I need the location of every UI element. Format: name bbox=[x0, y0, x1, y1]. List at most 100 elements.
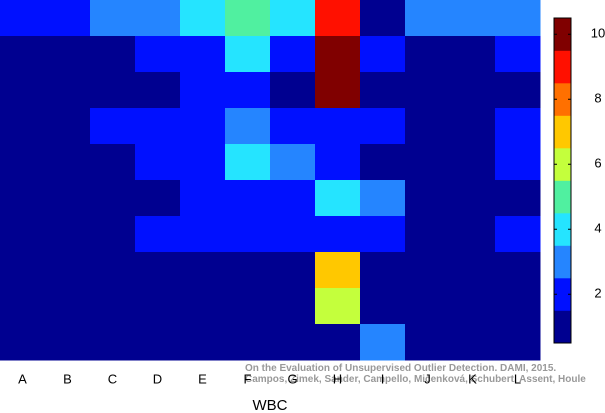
colorbar-segment bbox=[554, 83, 571, 116]
heatmap-cell bbox=[270, 180, 316, 217]
heatmap-cell bbox=[180, 180, 226, 217]
heatmap-cell bbox=[495, 216, 541, 253]
heatmap-cell bbox=[180, 252, 226, 289]
heatmap-cell bbox=[225, 72, 271, 109]
heatmap-cell bbox=[495, 144, 541, 181]
heatmap-cell bbox=[405, 252, 451, 289]
heatmap-cell bbox=[315, 180, 361, 217]
heatmap-cell bbox=[135, 108, 181, 145]
heatmap-cell bbox=[225, 324, 271, 361]
colorbar-segment bbox=[554, 50, 571, 84]
heatmap-cell bbox=[360, 288, 406, 325]
heatmap-cell bbox=[450, 36, 496, 73]
heatmap-cell bbox=[495, 324, 541, 361]
heatmap-cell bbox=[90, 252, 136, 289]
heatmap-cell bbox=[315, 72, 361, 109]
heatmap-cell bbox=[360, 0, 406, 37]
colorbar-segment bbox=[554, 180, 571, 214]
x-tick-label: G bbox=[287, 371, 297, 386]
heatmap-cell bbox=[180, 108, 226, 145]
heatmap-cell bbox=[90, 324, 136, 361]
heatmap-cell bbox=[225, 180, 271, 217]
heatmap-cell bbox=[90, 144, 136, 181]
heatmap-cell bbox=[495, 0, 541, 37]
heatmap-cell bbox=[315, 252, 361, 289]
heatmap-cell bbox=[135, 72, 181, 109]
heatmap-cell bbox=[180, 144, 226, 181]
heatmap-cell bbox=[360, 36, 406, 73]
heatmap-cell bbox=[90, 288, 136, 325]
heatmap-cell bbox=[450, 252, 496, 289]
heatmap-cell bbox=[495, 180, 541, 217]
heatmap-cell bbox=[270, 108, 316, 145]
heatmap-cell bbox=[270, 0, 316, 37]
colorbar-segment bbox=[554, 18, 571, 51]
heatmap-cell bbox=[360, 72, 406, 109]
x-tick-label: A bbox=[18, 371, 27, 386]
heatmap-cell bbox=[360, 216, 406, 253]
heatmap-cell bbox=[495, 252, 541, 289]
heatmap-cell bbox=[270, 216, 316, 253]
x-tick-label: K bbox=[468, 371, 477, 386]
heatmap-cell bbox=[0, 144, 46, 181]
heatmap-cell bbox=[0, 72, 46, 109]
heatmap-cell bbox=[450, 324, 496, 361]
heatmap-cell bbox=[135, 144, 181, 181]
heatmap-cell bbox=[405, 108, 451, 145]
heatmap-cell bbox=[45, 324, 91, 361]
heatmap-cell bbox=[270, 252, 316, 289]
heatmap-cell bbox=[45, 0, 91, 37]
heatmap-cell bbox=[270, 144, 316, 181]
heatmap-cell bbox=[0, 180, 46, 217]
heatmap-cell bbox=[45, 216, 91, 253]
heatmap-cell bbox=[135, 252, 181, 289]
heatmap-cell bbox=[180, 324, 226, 361]
heatmap-cell bbox=[135, 36, 181, 73]
heatmap-cell bbox=[180, 72, 226, 109]
heatmap-cell bbox=[450, 108, 496, 145]
heatmap-cell bbox=[360, 324, 406, 361]
heatmap-cell bbox=[405, 324, 451, 361]
heatmap-cell bbox=[0, 216, 46, 253]
colorbar-tick-label: 10 bbox=[591, 26, 605, 41]
heatmap-cell bbox=[360, 180, 406, 217]
heatmap-cell bbox=[270, 324, 316, 361]
colorbar-segment bbox=[554, 310, 571, 344]
heatmap-cell bbox=[495, 72, 541, 109]
heatmap-cell bbox=[225, 0, 271, 37]
heatmap-cell bbox=[45, 180, 91, 217]
heatmap-cell bbox=[315, 216, 361, 253]
heatmap-cell bbox=[315, 288, 361, 325]
heatmap-cell bbox=[135, 180, 181, 217]
heatmap-cell bbox=[450, 180, 496, 217]
heatmap-cell bbox=[0, 252, 46, 289]
heatmap-cell bbox=[180, 216, 226, 253]
colorbar-segment bbox=[554, 245, 571, 279]
colorbar-tick-label: 6 bbox=[594, 156, 601, 171]
heatmap-cell bbox=[90, 180, 136, 217]
x-tick-label: F bbox=[244, 371, 252, 386]
x-tick-label: I bbox=[381, 371, 385, 386]
heatmap-cell bbox=[405, 72, 451, 109]
heatmap-cell bbox=[180, 288, 226, 325]
x-tick-label: J bbox=[424, 371, 431, 386]
colorbar-tick-label: 4 bbox=[594, 221, 601, 236]
heatmap-cell bbox=[135, 288, 181, 325]
colorbar-segment bbox=[554, 148, 571, 181]
heatmap-cell bbox=[270, 288, 316, 325]
heatmap-cell bbox=[90, 0, 136, 37]
heatmap-cell bbox=[315, 144, 361, 181]
heatmap-cell bbox=[225, 216, 271, 253]
heatmap-cell bbox=[360, 252, 406, 289]
heatmap-cell bbox=[135, 216, 181, 253]
heatmap-cell bbox=[405, 144, 451, 181]
annotation: Campos, Zimek, Sander, Campello, Micenko… bbox=[245, 374, 586, 385]
heatmap-cell bbox=[45, 108, 91, 145]
x-tick-label: H bbox=[333, 371, 342, 386]
colorbar-segment bbox=[554, 278, 571, 311]
heatmap-cell bbox=[360, 144, 406, 181]
x-tick-label: L bbox=[514, 371, 521, 386]
heatmap-cell bbox=[450, 0, 496, 37]
heatmap-cell bbox=[135, 0, 181, 37]
